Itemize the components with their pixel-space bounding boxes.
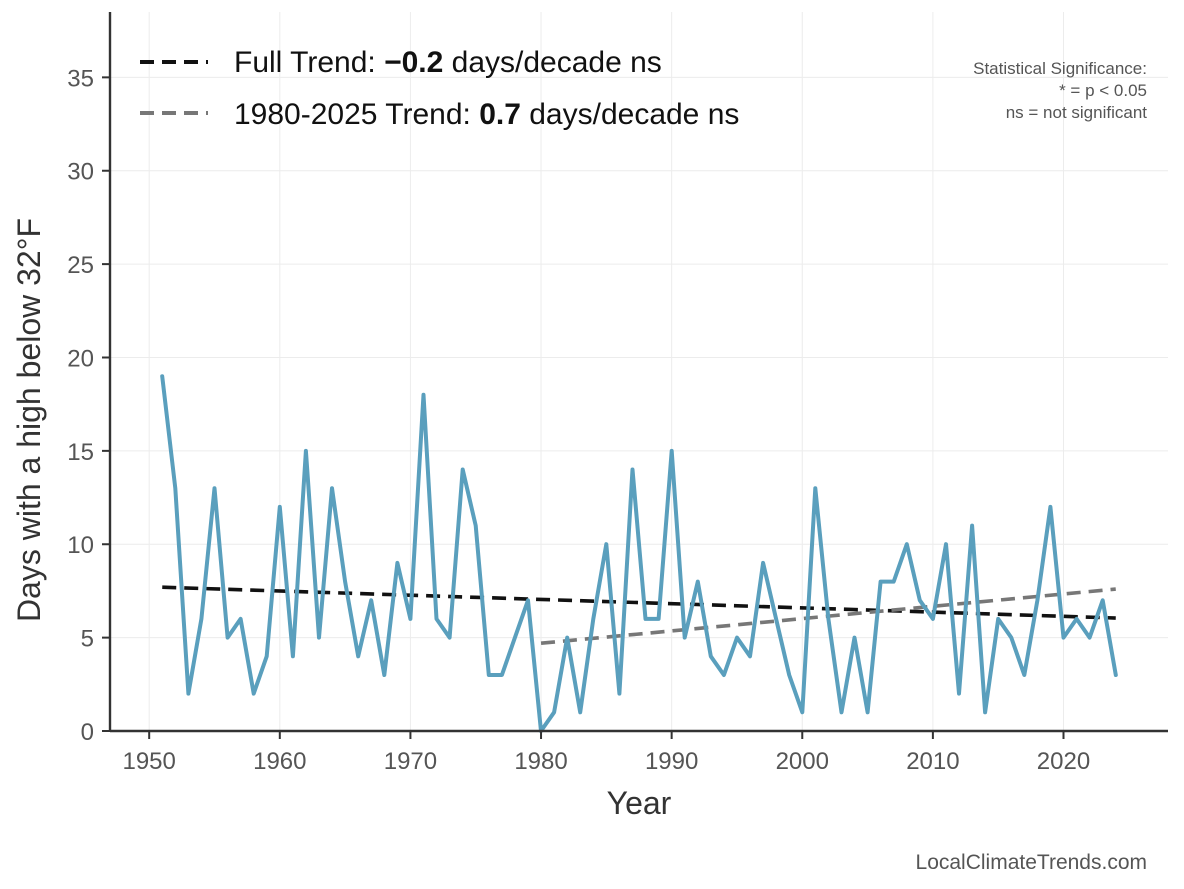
x-tick-label-1970: 1970: [384, 748, 437, 775]
full-trend-line: [162, 585, 1116, 620]
y-tick-label-15: 15: [67, 439, 94, 466]
legend-entry-recent-trend: 1980-2025 Trend: 0.7 days/decade ns: [234, 98, 739, 131]
y-tick-label-30: 30: [67, 159, 94, 186]
x-axis-label: Year: [607, 785, 672, 821]
x-tick-label-2010: 2010: [906, 748, 959, 775]
significance-note-line-1: * = p < 0.05: [1059, 81, 1147, 100]
grid-lines: [110, 12, 1168, 732]
y-tick-label-35: 35: [67, 65, 94, 92]
data-series: [160, 374, 1118, 733]
y-tick-label-0: 0: [81, 719, 94, 746]
significance-note: Statistical Significance: * = p < 0.05 n…: [973, 59, 1147, 122]
y-tick-label-10: 10: [67, 532, 94, 559]
axes: [108, 12, 1168, 733]
legend-entry-full-trend: Full Trend: −0.2 days/decade ns: [234, 46, 662, 79]
series-line-0: [160, 374, 1118, 733]
legend-recent-trend-suffix: days/decade ns: [521, 98, 739, 131]
y-tick-label-25: 25: [67, 252, 94, 279]
x-tick-label-2000: 2000: [776, 748, 829, 775]
y-axis-ticks: 0 5 10 15 20 25 30 35: [67, 65, 110, 746]
x-axis-ticks: 1950 1960 1970 1980 1990 2000 2010 2020: [122, 731, 1090, 775]
legend: Full Trend: −0.2 days/decade ns 1980-202…: [140, 46, 739, 131]
x-tick-label-1980: 1980: [514, 748, 567, 775]
x-tick-label-1960: 1960: [253, 748, 306, 775]
significance-note-title: Statistical Significance:: [973, 59, 1147, 78]
x-tick-label-1990: 1990: [645, 748, 698, 775]
legend-full-trend-suffix: days/decade ns: [443, 46, 661, 79]
significance-note-line-2: ns = not significant: [1006, 103, 1148, 122]
y-tick-label-20: 20: [67, 345, 94, 372]
legend-recent-trend-value: 0.7: [479, 98, 521, 131]
legend-full-trend-prefix: Full Trend:: [234, 46, 384, 79]
x-tick-label-2020: 2020: [1037, 748, 1090, 775]
x-tick-label-1950: 1950: [122, 748, 175, 775]
credit-text: LocalClimateTrends.com: [916, 851, 1147, 874]
y-axis-label: Days with a high below 32°F: [11, 218, 47, 622]
y-tick-label-5: 5: [81, 626, 94, 653]
legend-recent-trend-prefix: 1980-2025 Trend:: [234, 98, 479, 131]
trend-lines: [162, 585, 1116, 646]
legend-full-trend-value: −0.2: [384, 46, 443, 79]
